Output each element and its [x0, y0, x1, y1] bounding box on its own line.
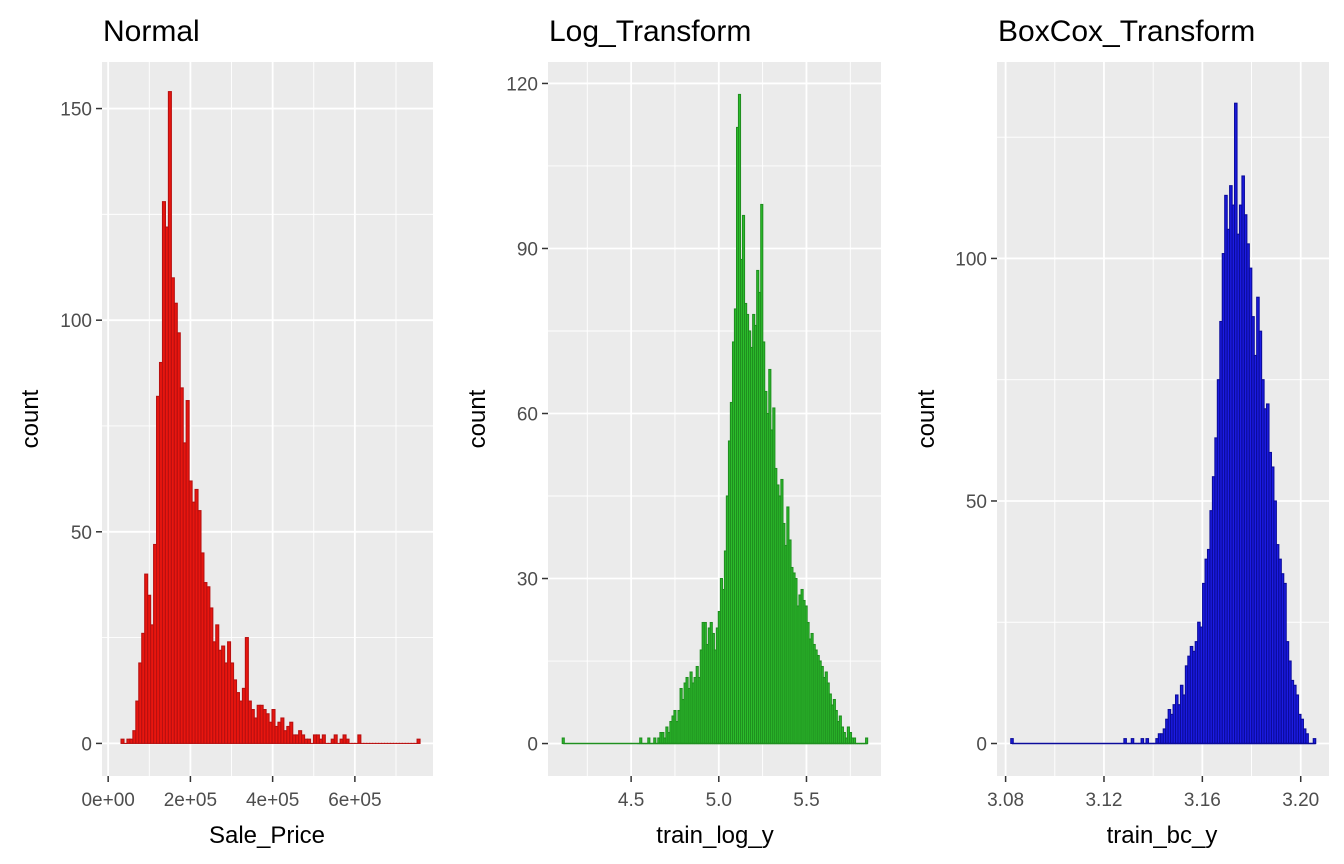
panel-title-normal: Normal [103, 15, 200, 48]
x-tick-label: 4.5 [618, 790, 644, 811]
y-tick-label: 30 [517, 570, 538, 591]
x-tick-label: 6e+05 [328, 790, 381, 811]
histogram-bar [639, 737, 643, 745]
histogram-bar [306, 738, 312, 744]
x-axis-label-boxcox-transform: train_bc_y [1107, 822, 1218, 849]
y-axis-label-normal: count [17, 389, 44, 448]
panel-title-log-transform: Log_Transform [549, 15, 751, 48]
y-tick-label: 100 [955, 249, 987, 270]
y-tick-label: 50 [71, 523, 92, 544]
x-tick-label: 0e+00 [81, 790, 134, 811]
panel-boxcox-transform: BoxCox_Transform train_bc_y count 3.08 3.… [913, 15, 1329, 849]
gridlines [102, 62, 433, 776]
histogram-bar [852, 737, 857, 745]
y-tick-label: 0 [976, 735, 987, 756]
histogram-bar [345, 738, 350, 744]
gridlines [548, 62, 881, 776]
histogram-bar [120, 738, 125, 744]
y-tick-label: 50 [966, 492, 987, 513]
x-tick-label: 5.0 [706, 790, 732, 811]
histogram-bars-boxcox-transform [1010, 102, 1317, 745]
histogram-bar [561, 737, 565, 745]
x-tick-label: 3.16 [1184, 790, 1221, 811]
histogram-bars-log-transform [561, 93, 869, 745]
x-tick-label: 4e+05 [246, 790, 299, 811]
histogram-bar [647, 737, 651, 745]
histogram-bar [289, 721, 294, 744]
x-tick-label: 3.12 [1085, 790, 1122, 811]
histogram-bars-normal [120, 91, 421, 744]
y-tick-label: 120 [506, 74, 538, 95]
x-axis-label-log-transform: train_log_y [656, 822, 773, 849]
panel-log-transform: Log_Transform train_log_y count 4.5 5.0 5.… [464, 15, 881, 849]
x-axis-label-normal: Sale_Price [209, 822, 325, 849]
y-tick-label: 0 [81, 734, 92, 755]
y-tick-label: 60 [517, 404, 538, 425]
x-tick-label: 3.20 [1282, 790, 1319, 811]
histogram-bar [321, 734, 326, 744]
histogram-bar [865, 737, 869, 745]
y-axis-label-log-transform: count [464, 389, 491, 448]
panel-normal: Normal Sale_Price count 0e+00 2e+05 4e+05 6… [17, 15, 433, 849]
histogram-bar [357, 734, 362, 744]
panel-title-boxcox-transform: BoxCox_Transform [998, 15, 1255, 48]
histogram-bar [416, 738, 421, 744]
y-tick-label: 0 [527, 735, 538, 756]
x-tick-label: 3.08 [987, 790, 1024, 811]
x-tick-label: 2e+05 [164, 790, 217, 811]
histogram-bar [244, 637, 249, 744]
y-tick-label: 90 [517, 239, 538, 260]
y-tick-label: 150 [60, 100, 92, 121]
x-tick-label: 5.5 [793, 790, 819, 811]
histogram-bar [653, 737, 657, 745]
y-tick-label: 100 [60, 311, 92, 332]
y-axis-label-boxcox-transform: count [913, 389, 940, 448]
histogram-bar [1305, 733, 1309, 745]
histogram-bar [333, 734, 338, 744]
